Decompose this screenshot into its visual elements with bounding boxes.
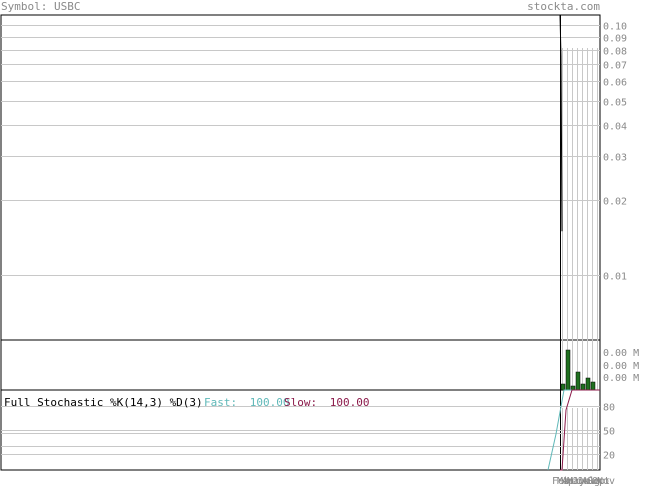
date-tick-label: Aug <box>582 476 600 486</box>
price-tick-label: 0.10 <box>603 22 627 33</box>
slow-line <box>560 389 600 471</box>
date-tick-label: Sep <box>587 476 605 486</box>
price-tick-label: 0.02 <box>603 197 627 208</box>
date-tick-label: Apr <box>562 476 580 486</box>
volume-bar <box>590 381 596 391</box>
fast-value: 100.00 <box>250 396 290 409</box>
stochastic-tick-label: 50 <box>603 427 615 438</box>
date-tick-label: Jun <box>572 476 590 486</box>
slow-legend: Slow: 100.00 <box>284 396 370 409</box>
volume-axis-ticks: 0.00 M0.00 M0.00 M <box>603 348 639 384</box>
date-tick-label: Feb <box>552 476 570 486</box>
symbol-label: Symbol: USBC <box>1 0 81 13</box>
volume-bar <box>560 383 566 391</box>
site-label[interactable]: stockta.com <box>527 0 600 13</box>
stochastic-series <box>547 389 600 471</box>
volume-bar <box>570 385 576 391</box>
volume-bar <box>565 349 571 391</box>
date-tick-label: Mar <box>557 476 575 486</box>
price-tick-label: 0.05 <box>603 98 627 109</box>
stochastic-axis-ticks: 80 50 20 <box>603 403 615 462</box>
price-tick-label: 0.04 <box>603 122 627 133</box>
price-tick-label: 0.03 <box>603 153 627 164</box>
stochastic-title: Full Stochastic %K(14,3) %D(3) <box>4 396 203 409</box>
date-tick-label: May <box>567 476 585 486</box>
slow-value: 100.00 <box>330 396 370 409</box>
date-tick-label: Nov <box>597 476 615 486</box>
stochastic-grid <box>1 406 600 470</box>
volume-tick-label: 0.00 M <box>603 361 639 372</box>
volume-tick-label: 0.00 M <box>603 373 639 384</box>
slow-label: Slow: <box>284 396 317 409</box>
fast-label: Fast: <box>204 396 237 409</box>
volume-panel-frame <box>0 339 601 391</box>
volume-tick-label: 0.00 M <box>603 348 639 359</box>
price-grid <box>1 25 600 340</box>
volume-bar <box>585 377 591 391</box>
date-tick-label: Jul <box>577 476 595 486</box>
price-panel-frame <box>0 14 601 341</box>
price-tick-label: 0.06 <box>603 78 627 89</box>
price-axis-ticks: 0.100.09 0.08 0.07 0.06 0.05 0.04 0.03 0.02 0.01 <box>603 22 627 283</box>
price-tick-label: 0.08 <box>603 47 627 58</box>
price-tick-label: 0.07 <box>603 61 627 72</box>
volume-bar <box>575 371 581 391</box>
stochastic-tick-label: 80 <box>603 403 615 414</box>
fast-legend: Fast: 100.00 <box>204 396 290 409</box>
stochastic-tick-label: 20 <box>603 451 615 462</box>
price-series <box>559 14 563 470</box>
volume-bar <box>580 383 586 391</box>
price-tick-label: 0.09 <box>603 34 627 45</box>
date-tick-label: Oct <box>592 476 610 486</box>
price-tick-label: 0.01 <box>603 272 627 283</box>
